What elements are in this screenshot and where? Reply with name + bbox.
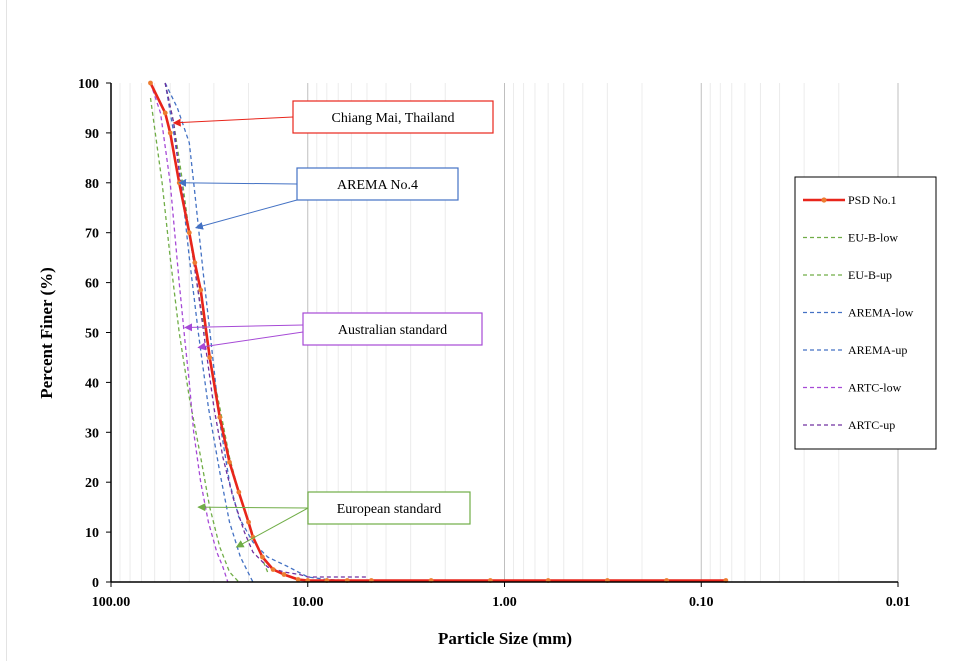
y-tick-label: 100 [78, 77, 99, 92]
data-point [227, 459, 232, 465]
callout-label: Chiang Mai, Thailand [332, 111, 455, 126]
data-point [192, 260, 198, 266]
callout-arrow [172, 116, 294, 127]
x-tick-label: 100.00 [92, 595, 131, 610]
data-point [207, 355, 213, 360]
y-axis-title: Percent Finer (%) [37, 267, 56, 399]
x-tick-label: 0.01 [886, 595, 911, 610]
legend-label: ARTC-up [848, 418, 895, 432]
data-point [246, 519, 251, 525]
callout-box [302, 312, 483, 346]
callout-box [296, 167, 459, 201]
callout-arrow [197, 331, 304, 351]
data-point [217, 414, 223, 420]
data-point [260, 554, 265, 560]
data-point [281, 572, 287, 577]
callout-label: European standard [337, 502, 442, 517]
callout-arrow [194, 199, 298, 230]
legend-label: EU-B-up [848, 268, 892, 282]
legend-label: AREMA-up [848, 343, 907, 357]
callout-arrow [178, 178, 298, 187]
y-tick-label: 80 [85, 177, 99, 192]
legend-label: ARTC-low [848, 381, 902, 395]
y-tick-label: 90 [85, 127, 99, 142]
callout-arrow [235, 507, 309, 548]
x-axis-title: Particle Size (mm) [438, 629, 572, 648]
series-line-eu-b-low [149, 97, 240, 583]
x-tick-label: 0.10 [689, 595, 714, 610]
callout-arrow [197, 503, 309, 512]
data-point [198, 287, 204, 293]
callout-arrow [184, 323, 304, 332]
series-line-eu-b-up [164, 82, 269, 573]
data-point [270, 567, 276, 572]
series-layer [148, 80, 729, 583]
y-tick-label: 20 [85, 476, 99, 491]
legend-marker [821, 197, 827, 203]
data-point [295, 577, 301, 582]
data-point [236, 489, 242, 495]
data-point [148, 80, 153, 86]
series-line-arema-up [164, 82, 368, 583]
x-tick-label: 1.00 [492, 595, 517, 610]
series-line-artc-low [149, 82, 229, 583]
callout-box [292, 100, 494, 134]
legend-label: EU-B-low [848, 231, 898, 245]
data-point [186, 230, 192, 236]
y-tick-label: 60 [85, 277, 99, 292]
legend: PSD No.1 EU-B-low EU-B-up AREMA-low AREMA-up… [794, 176, 937, 450]
y-tick-label: 10 [85, 526, 99, 541]
legend-label: PSD No.1 [848, 193, 897, 207]
y-tick-label: 30 [85, 426, 99, 441]
legend-label: AREMA-low [848, 306, 914, 320]
y-tick-label: 70 [85, 227, 99, 242]
callout-label: Australian standard [338, 323, 447, 338]
series-line-artc-up [164, 82, 367, 578]
data-point [167, 130, 173, 136]
callout-box [307, 491, 471, 525]
series-line-arema-low [164, 82, 254, 583]
data-point [162, 110, 168, 116]
x-tick-label: 10.00 [292, 595, 324, 610]
callout-label: AREMA No.4 [337, 178, 418, 193]
y-tick-label: 0 [92, 576, 99, 591]
tick-labels: 0 10 20 30 40 50 60 70 80 90 100 100.00 10.00 1.00 0.1… [78, 77, 910, 610]
y-tick-label: 40 [85, 376, 99, 391]
y-tick-label: 50 [85, 327, 99, 342]
callouts: Chiang Mai, Thailand AREMA No.4 Australian… [172, 100, 494, 548]
